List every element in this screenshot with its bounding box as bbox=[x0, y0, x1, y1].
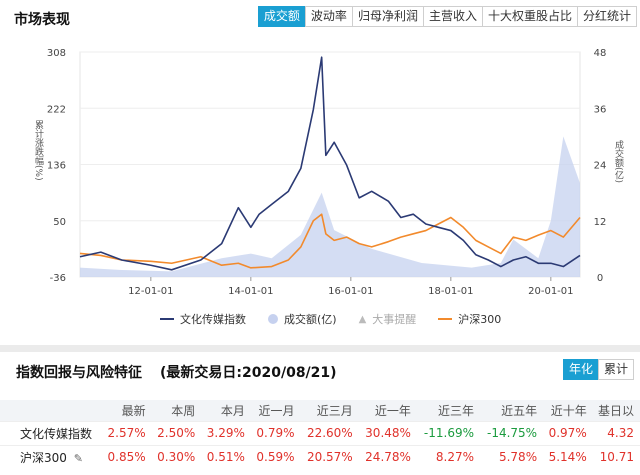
header-blank bbox=[0, 400, 102, 421]
x-tick-label: 12-01-01 bbox=[128, 286, 173, 297]
market-title: 市场表现 bbox=[14, 12, 70, 28]
cell-value: 30.48% bbox=[358, 420, 417, 445]
chart-legend: 文化传媒指数 成交额(亿) ▲ 大事提醒 沪深300 bbox=[160, 311, 523, 327]
legend-line-icon bbox=[160, 318, 174, 320]
legend-dot-icon bbox=[268, 314, 278, 324]
header-col: 近一月 bbox=[258, 403, 295, 418]
header-col: 近一年 bbox=[374, 403, 411, 418]
legend-index[interactable]: 文化传媒指数 bbox=[160, 311, 246, 327]
toggle-annualized[interactable]: 年化 bbox=[562, 359, 599, 380]
legend-events-label: 大事提醒 bbox=[372, 313, 417, 326]
cell-value: 0.59% bbox=[250, 444, 301, 469]
y-right-axis-label: 成交额(亿) bbox=[613, 140, 623, 184]
cell-value: -14.75% bbox=[480, 420, 544, 445]
legend-events[interactable]: ▲ 大事提醒 bbox=[359, 311, 417, 327]
x-tick-label: 16-01-01 bbox=[328, 286, 373, 297]
y-left-tick: 136 bbox=[47, 161, 66, 172]
pencil-icon[interactable]: ✎ bbox=[73, 451, 83, 465]
toggle-cumulative[interactable]: 累计 bbox=[597, 359, 634, 380]
returns-table: 最新 本周 本月 近一月 近三月 近一年 近三年 近五年 近十年 基日以 文化传… bbox=[0, 400, 640, 469]
cell-value: 0.85% bbox=[102, 444, 152, 469]
table-row: 文化传媒指数 2.57% 2.50% 3.29% 0.79% 22.60% 30… bbox=[0, 420, 640, 445]
y-right-tick: 36 bbox=[594, 104, 607, 115]
volume-area bbox=[80, 136, 580, 277]
cell-value: 4.32 bbox=[592, 420, 640, 445]
legend-hs300-label: 沪深300 bbox=[458, 313, 502, 326]
row-name: 沪深300 ✎ bbox=[0, 444, 102, 469]
tab-volatility[interactable]: 波动率 bbox=[304, 6, 353, 27]
cell-value: 2.50% bbox=[151, 420, 202, 445]
triangle-icon: ▲ bbox=[358, 313, 367, 325]
legend-hs300[interactable]: 沪深300 bbox=[438, 311, 501, 327]
x-tick-label: 20-01-01 bbox=[528, 286, 573, 297]
header-col: 本月 bbox=[220, 403, 245, 418]
latest-trade-date: (最新交易日:2020/08/21) bbox=[160, 365, 337, 381]
table-row: 沪深300 ✎ 0.85% 0.30% 0.51% 0.59% 20.57% 2… bbox=[0, 444, 640, 469]
metric-tabs: 成交额 波动率 归母净利润 主营收入 十大权重股占比 分红统计 bbox=[257, 6, 637, 27]
cell-value: 20.57% bbox=[300, 444, 359, 469]
legend-index-label: 文化传媒指数 bbox=[180, 313, 246, 326]
header-col: 本周 bbox=[171, 403, 196, 418]
header-col: 基日以 bbox=[597, 403, 634, 418]
y-left-tick: -36 bbox=[50, 273, 66, 284]
cell-value: 0.30% bbox=[151, 444, 202, 469]
cell-value: 5.78% bbox=[480, 444, 544, 469]
tab-top10-weight[interactable]: 十大权重股占比 bbox=[481, 6, 578, 27]
y-left-tick: 222 bbox=[47, 104, 66, 115]
tab-net-profit[interactable]: 归母净利润 bbox=[351, 6, 424, 27]
cell-value: 5.14% bbox=[543, 444, 593, 469]
header-col: 近十年 bbox=[550, 403, 587, 418]
row-name: 文化传媒指数 bbox=[0, 420, 102, 445]
row-name-label: 沪深300 bbox=[20, 450, 67, 465]
header-col: 近五年 bbox=[501, 403, 538, 418]
risk-return-panel: 指数回报与风险特征 (最新交易日:2020/08/21) 年化 累计 最新 本周… bbox=[0, 352, 640, 475]
cell-value: 8.27% bbox=[416, 444, 481, 469]
x-tick-label: 14-01-01 bbox=[228, 286, 273, 297]
market-performance-panel: 市场表现 成交额 波动率 归母净利润 主营收入 十大权重股占比 分红统计 累计涨… bbox=[0, 0, 640, 345]
cell-value: 3.29% bbox=[201, 420, 251, 445]
y-left-axis-label: 累计涨跌幅(%) bbox=[33, 120, 43, 181]
x-tick-label: 18-01-01 bbox=[428, 286, 473, 297]
y-left-tick: 50 bbox=[53, 217, 66, 228]
header-col: 近三年 bbox=[438, 403, 475, 418]
tab-dividend[interactable]: 分红统计 bbox=[576, 6, 637, 27]
tab-volume[interactable]: 成交额 bbox=[257, 6, 306, 27]
risk-title: 指数回报与风险特征 bbox=[16, 365, 142, 381]
annualize-toggle: 年化 累计 bbox=[562, 359, 634, 380]
y-left-tick: 308 bbox=[47, 48, 66, 59]
legend-volume[interactable]: 成交额(亿) bbox=[268, 311, 337, 327]
y-right-tick: 48 bbox=[594, 48, 607, 59]
legend-line-icon bbox=[438, 318, 453, 320]
table-header-row: 最新 本周 本月 近一月 近三月 近一年 近三年 近五年 近十年 基日以 bbox=[0, 400, 640, 421]
header-col: 最新 bbox=[121, 403, 146, 418]
cell-value: 0.97% bbox=[543, 420, 593, 445]
cell-value: 24.78% bbox=[358, 444, 417, 469]
hs300-line bbox=[79, 213, 581, 269]
y-right-tick: 12 bbox=[594, 217, 607, 228]
cell-value: 0.79% bbox=[250, 420, 301, 445]
header-col: 近三月 bbox=[316, 403, 353, 418]
performance-chart: 308 222 136 50 -36 48 36 24 12 0 12-01-01 14-01-01 1… bbox=[47, 48, 607, 297]
cell-value: 22.60% bbox=[300, 420, 359, 445]
cell-value: -11.69% bbox=[416, 420, 481, 445]
cell-value: 2.57% bbox=[102, 420, 152, 445]
tab-revenue[interactable]: 主营收入 bbox=[422, 6, 483, 27]
y-right-tick: 0 bbox=[597, 273, 603, 284]
legend-volume-label: 成交额(亿) bbox=[284, 313, 337, 326]
index-line bbox=[79, 56, 581, 271]
cell-value: 10.71 bbox=[592, 444, 640, 469]
y-right-tick: 24 bbox=[594, 161, 607, 172]
cell-value: 0.51% bbox=[201, 444, 251, 469]
